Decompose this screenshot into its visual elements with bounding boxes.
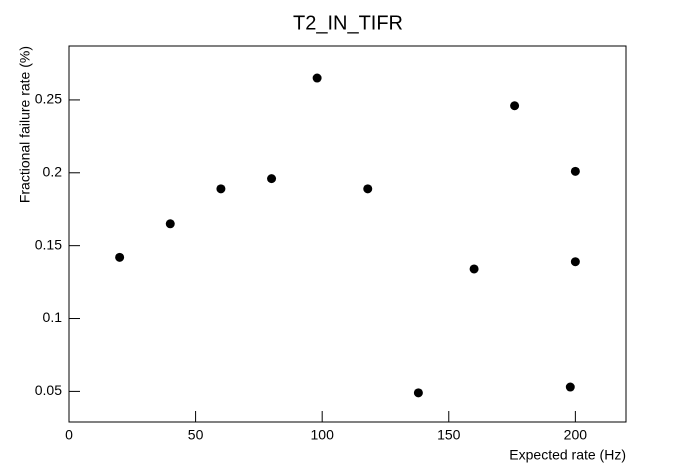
x-tick-label: 0 [65, 427, 73, 443]
y-axis-label: Fractional failure rate (%) [17, 46, 33, 203]
chart-title: T2_IN_TIFR [293, 12, 403, 34]
data-point [510, 101, 520, 111]
data-point [216, 184, 226, 194]
y-tick-label: 0.25 [35, 91, 62, 107]
y-tick-label: 0.15 [35, 236, 62, 252]
data-point [413, 388, 423, 398]
y-tick-label: 0.1 [43, 309, 63, 325]
y-tick-label: 0.2 [43, 163, 63, 179]
data-point [565, 382, 575, 392]
x-tick-label: 150 [437, 427, 461, 443]
data-point [469, 264, 479, 274]
data-point [570, 257, 580, 267]
x-tick-label: 50 [188, 427, 204, 443]
data-point [165, 219, 175, 229]
x-tick-label: 200 [564, 427, 588, 443]
plot-frame [68, 45, 627, 423]
data-point [570, 166, 580, 176]
data-point [115, 252, 125, 262]
x-tick-label: 100 [311, 427, 335, 443]
data-point [363, 184, 373, 194]
y-tick-label: 0.05 [35, 382, 62, 398]
data-point [267, 174, 277, 184]
x-axis-label: Expected rate (Hz) [509, 447, 626, 463]
data-point [312, 73, 322, 83]
